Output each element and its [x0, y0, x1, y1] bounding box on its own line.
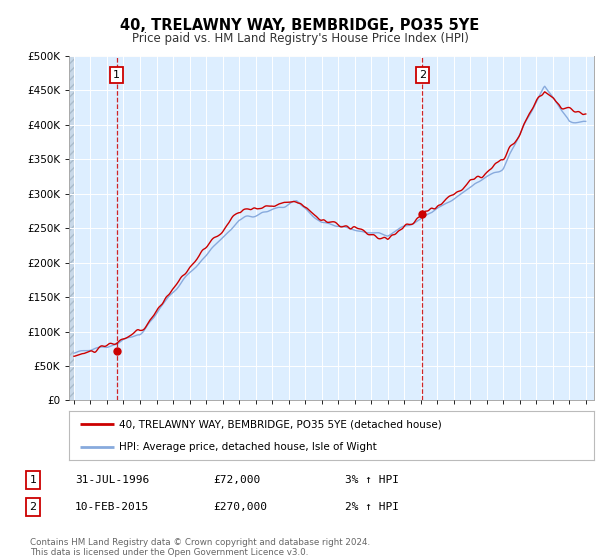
Text: 1: 1 — [29, 475, 37, 485]
Text: £72,000: £72,000 — [213, 475, 260, 485]
Text: 2: 2 — [29, 502, 37, 512]
Text: 2% ↑ HPI: 2% ↑ HPI — [345, 502, 399, 512]
Text: HPI: Average price, detached house, Isle of Wight: HPI: Average price, detached house, Isle… — [119, 442, 377, 452]
Text: Price paid vs. HM Land Registry's House Price Index (HPI): Price paid vs. HM Land Registry's House … — [131, 32, 469, 45]
Text: 2: 2 — [419, 70, 426, 80]
Text: 31-JUL-1996: 31-JUL-1996 — [75, 475, 149, 485]
Text: £270,000: £270,000 — [213, 502, 267, 512]
Text: Contains HM Land Registry data © Crown copyright and database right 2024.
This d: Contains HM Land Registry data © Crown c… — [30, 538, 370, 557]
Bar — [69, 56, 74, 400]
Text: 1: 1 — [113, 70, 120, 80]
Text: 40, TRELAWNY WAY, BEMBRIDGE, PO35 5YE (detached house): 40, TRELAWNY WAY, BEMBRIDGE, PO35 5YE (d… — [119, 419, 442, 430]
Text: 40, TRELAWNY WAY, BEMBRIDGE, PO35 5YE: 40, TRELAWNY WAY, BEMBRIDGE, PO35 5YE — [121, 18, 479, 33]
Text: 3% ↑ HPI: 3% ↑ HPI — [345, 475, 399, 485]
Text: 10-FEB-2015: 10-FEB-2015 — [75, 502, 149, 512]
